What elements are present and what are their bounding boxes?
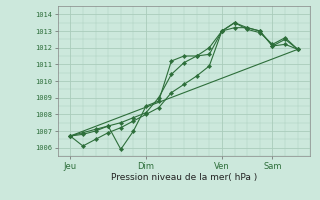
X-axis label: Pression niveau de la mer( hPa ): Pression niveau de la mer( hPa ) [111,173,257,182]
